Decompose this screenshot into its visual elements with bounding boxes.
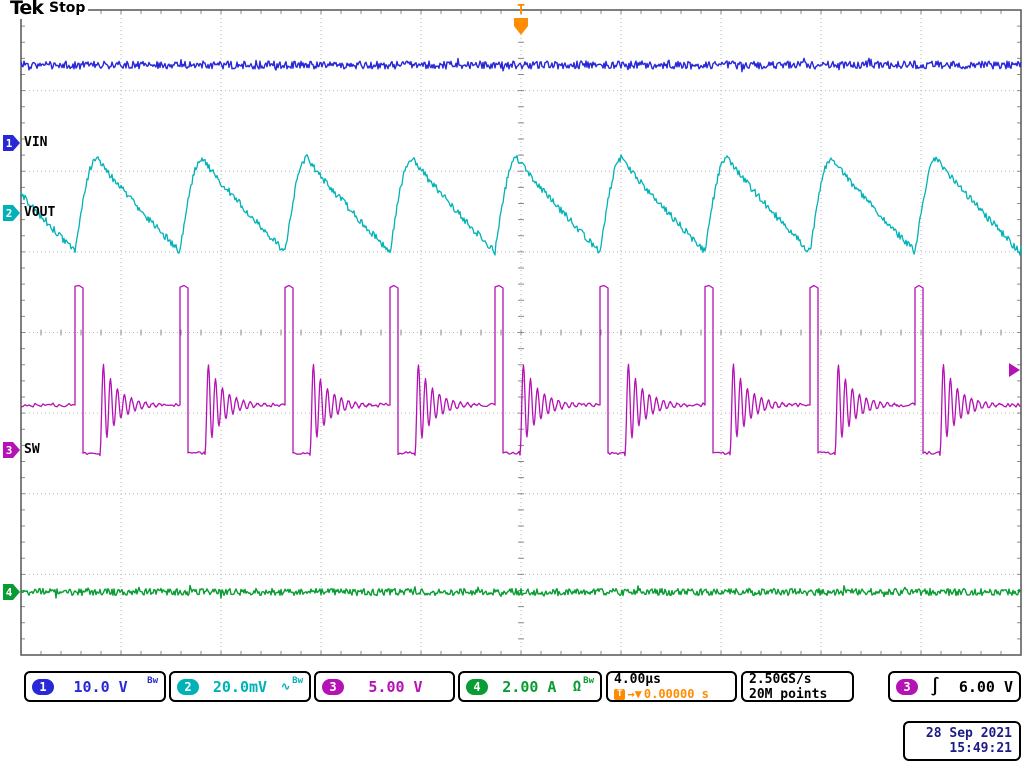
date-value: 28 Sep 2021	[925, 726, 1012, 741]
ch3-reference-marker-label: 3	[6, 444, 13, 457]
ch2-scale-readout[interactable]: 2 20.0mV ∿ Bw	[169, 671, 311, 702]
trigger-position-value: 0.00000 s	[643, 686, 709, 701]
ch4-scale-value: 2.00 A	[502, 677, 557, 696]
horizontal-readout[interactable]: 4.00µs T →▼ 0.00000 s	[606, 671, 737, 702]
ch2-reference-marker[interactable]	[3, 205, 20, 221]
record-length-value: 20M points	[749, 686, 828, 702]
ch2-trace	[20, 154, 1022, 256]
ch3-scale-readout[interactable]: 3 5.00 V	[314, 671, 455, 702]
acquisition-readout: 2.50GS/s 20M points	[741, 671, 854, 702]
graticule	[20, 9, 1022, 656]
markers: 1 2 3 4 T	[3, 3, 1020, 600]
ch4-bandwidth-indicator: Bw	[583, 676, 594, 686]
trigger-readout[interactable]: 3 ∫ 6.00 V	[888, 671, 1021, 702]
ch4-scale-readout[interactable]: 4 2.00 A Ω Bw	[458, 671, 602, 702]
trigger-source-badge[interactable]: 3	[896, 678, 918, 695]
ch1-reference-marker[interactable]	[3, 135, 20, 151]
trigger-position-marker[interactable]	[514, 18, 528, 35]
ch3-waveform-label: SW	[24, 442, 40, 457]
trigger-position-readout: T →▼ 0.00000 s	[614, 687, 709, 702]
ch4-badge[interactable]: 4	[466, 678, 488, 695]
ch2-reference-marker-label: 2	[6, 207, 13, 220]
trigger-slope-icon: ∫	[930, 676, 941, 697]
ch2-badge[interactable]: 2	[177, 678, 199, 695]
ch3-badge[interactable]: 3	[322, 678, 344, 695]
ch2-coupling-icon: ∿	[280, 680, 291, 693]
ch2-bandwidth-indicator: Bw	[292, 676, 303, 686]
ch4-trace	[20, 584, 1022, 599]
brand-logo: Tek	[7, 0, 46, 19]
ch3-reference-marker[interactable]	[3, 442, 20, 458]
waveforms	[20, 57, 1022, 599]
ch1-reference-marker-label: 1	[6, 137, 13, 150]
ch1-bandwidth-indicator: Bw	[147, 676, 158, 686]
ch1-scale-value: 10.0 V	[73, 677, 128, 696]
ch3-scale-value: 5.00 V	[368, 677, 423, 696]
trigger-arrow-icon: →▼	[627, 686, 642, 701]
trigger-level-value: 6.00 V	[958, 677, 1013, 696]
ch1-badge[interactable]: 1	[32, 678, 54, 695]
ch4-reference-marker[interactable]	[3, 584, 20, 600]
ch4-reference-marker-label: 4	[6, 586, 13, 599]
ch1-trace	[20, 57, 1022, 73]
timebase-value: 4.00µs	[614, 671, 661, 687]
acquisition-status: Stop	[46, 0, 89, 16]
trigger-flag-icon: T	[614, 688, 626, 700]
ch1-scale-readout[interactable]: 1 10.0 V Bw	[24, 671, 166, 702]
time-value: 15:49:21	[949, 741, 1012, 756]
ch4-impedance-icon: Ω	[572, 678, 582, 695]
datetime-box: 28 Sep 2021 15:49:21	[903, 721, 1021, 761]
trigger-position-flag-label: T	[517, 3, 525, 18]
ch2-waveform-label: VOUT	[24, 205, 56, 220]
sample-rate-value: 2.50GS/s	[749, 671, 812, 687]
ch1-waveform-label: VIN	[24, 135, 48, 150]
ch3-trace	[20, 284, 1021, 457]
ch2-scale-value: 20.0mV	[212, 677, 268, 696]
trigger-level-marker[interactable]	[1009, 363, 1020, 377]
